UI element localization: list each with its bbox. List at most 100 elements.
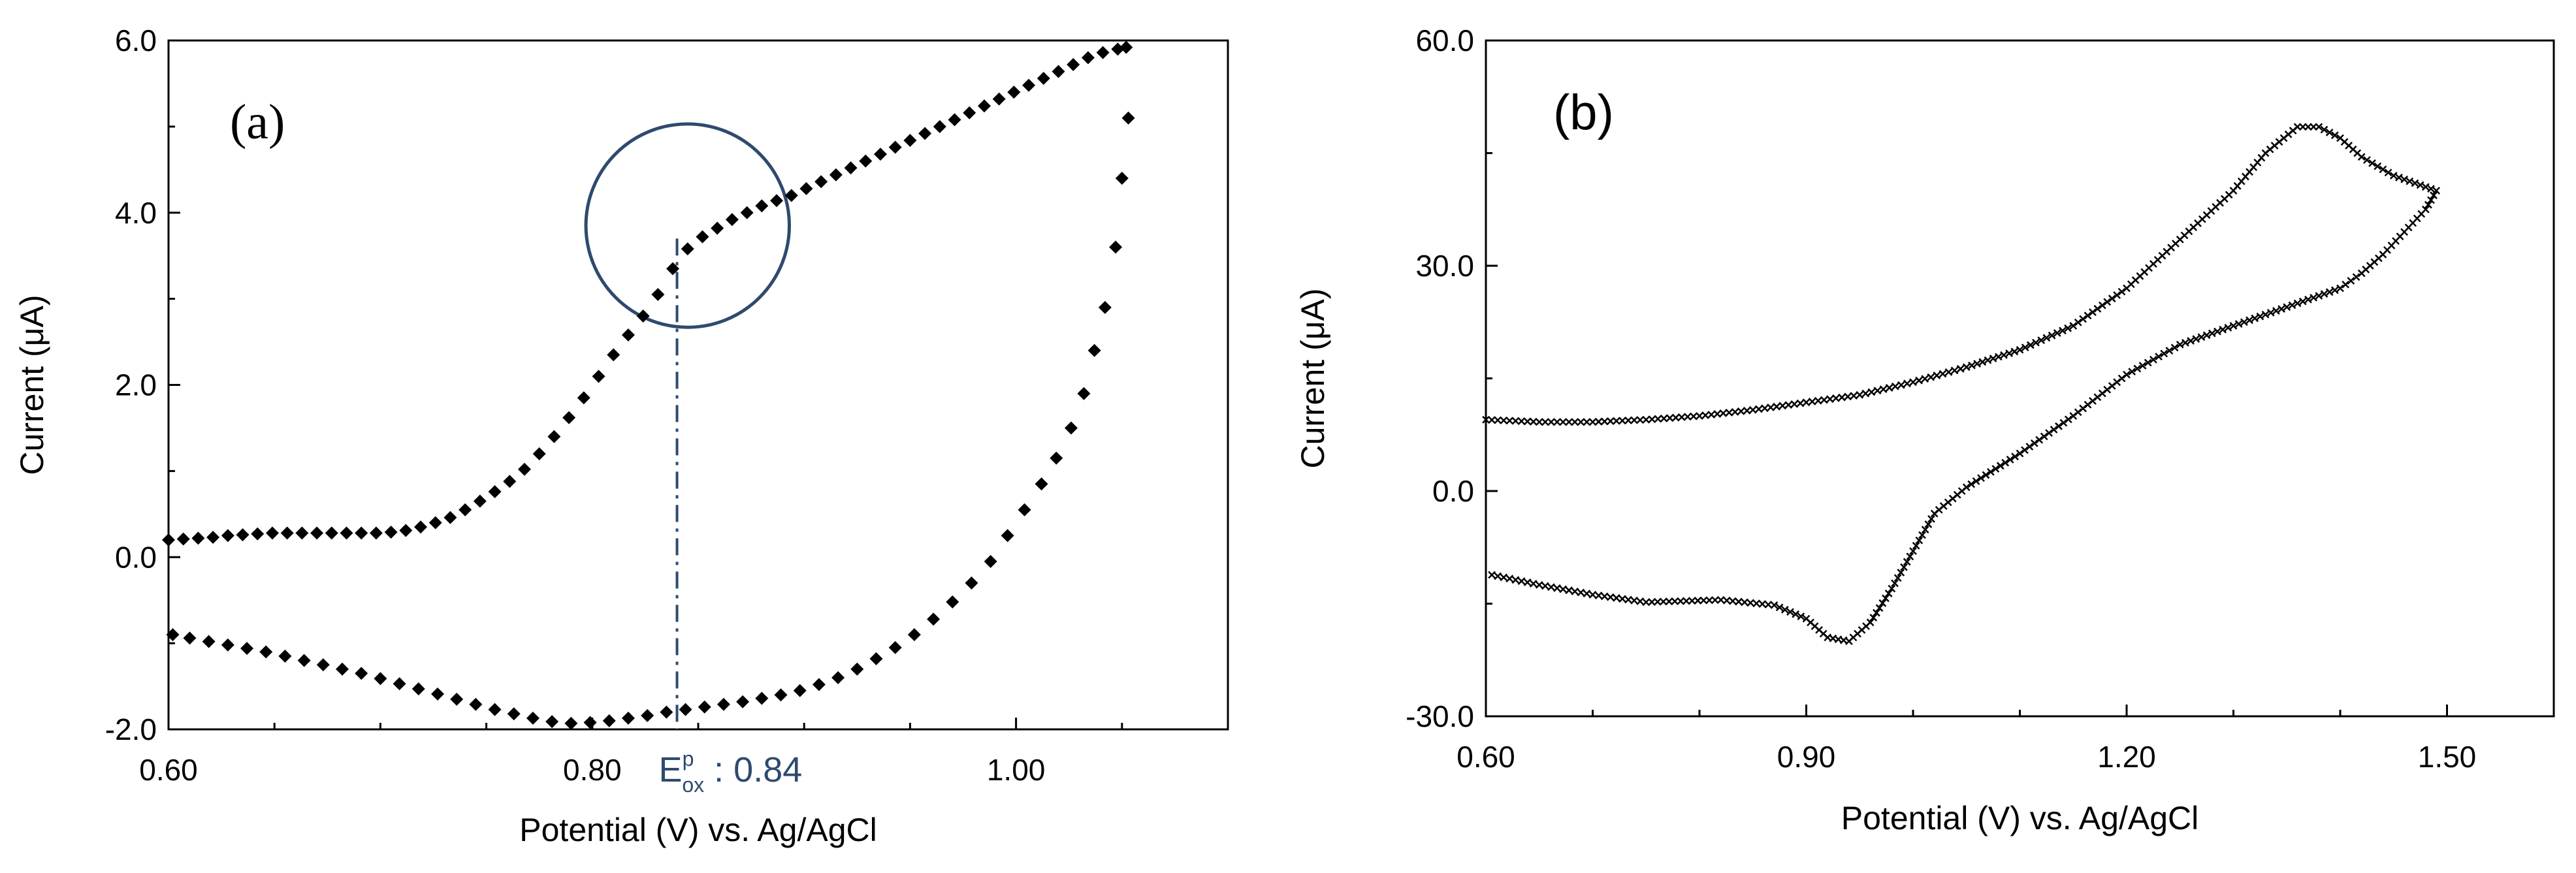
data-point-b xyxy=(1927,515,1935,523)
data-point-b xyxy=(1683,413,1692,421)
data-point-b xyxy=(2170,343,2179,352)
data-point-b xyxy=(1517,417,1526,425)
data-point-b xyxy=(1529,579,1538,588)
data-point-b xyxy=(1939,370,1947,378)
data-point-a-series-1 xyxy=(206,530,220,544)
data-point-a-series-2 xyxy=(1001,529,1014,543)
data-point-b xyxy=(1559,585,1567,594)
data-point-a-series-1 xyxy=(844,161,858,175)
peak-label-subscript: ox xyxy=(682,773,704,797)
data-point-a-series-2 xyxy=(660,705,673,719)
data-point-b xyxy=(1775,603,1784,612)
data-point-b xyxy=(1612,417,1620,425)
data-point-a-series-1 xyxy=(191,532,205,545)
data-point-a-series-2 xyxy=(927,612,941,626)
b-x-tick-label: 1.50 xyxy=(2418,740,2477,774)
data-point-b xyxy=(2400,175,2408,183)
a-x-tick-label: 1.00 xyxy=(987,753,1046,787)
data-point-b xyxy=(1618,417,1626,425)
data-point-b xyxy=(2042,334,2051,342)
data-point-a-series-2 xyxy=(166,627,180,641)
data-point-a-series-1 xyxy=(488,485,502,499)
data-point-b xyxy=(1918,531,1926,539)
data-point-b xyxy=(2079,315,2087,323)
data-point-a-series-2 xyxy=(469,697,483,711)
data-point-b xyxy=(1796,399,1805,407)
data-point-b xyxy=(1786,608,1794,616)
chart-panel-a: 0.60 0.80 1.00 -2.0 0.0 2.0 4.0 6.0 (a) Potenti… xyxy=(14,24,1229,848)
data-point-a-series-2 xyxy=(430,687,444,701)
data-point-b xyxy=(2144,358,2152,367)
data-point-b xyxy=(2001,458,2010,467)
data-point-a-series-2 xyxy=(812,678,826,691)
data-point-a-series-1 xyxy=(325,526,338,540)
peak-label-value: : 0.84 xyxy=(704,750,802,789)
data-point-b xyxy=(1897,568,1905,577)
data-point-b xyxy=(2430,191,2438,200)
data-point-b xyxy=(1915,536,1924,545)
data-point-b xyxy=(2421,183,2430,191)
data-point-b xyxy=(2059,326,2067,335)
data-point-b xyxy=(1767,404,1775,411)
data-point-b xyxy=(1488,416,1496,424)
data-point-b xyxy=(1909,547,1917,555)
data-point-a-series-1 xyxy=(221,529,234,543)
data-point-b xyxy=(2256,312,2264,321)
data-point-a-series-2 xyxy=(583,716,597,729)
data-point-a-series-2 xyxy=(946,595,959,609)
data-point-b xyxy=(1588,418,1597,426)
data-point-b xyxy=(1808,398,1816,405)
data-point-a-series-1 xyxy=(666,262,680,276)
data-point-b xyxy=(1978,358,1987,366)
data-point-b xyxy=(1600,592,1609,601)
data-point-b xyxy=(1879,385,1888,393)
peak-potential-label: Ep ox : 0.84 xyxy=(659,747,803,797)
data-point-b xyxy=(2352,273,2360,281)
data-point-a-series-2 xyxy=(793,684,807,697)
data-point-b xyxy=(1888,584,1896,593)
data-point-a-series-2 xyxy=(221,638,234,652)
data-point-b xyxy=(1705,596,1713,605)
panel-label-a: (a) xyxy=(230,95,285,150)
data-point-b xyxy=(1912,541,1920,550)
data-point-a-series-2 xyxy=(736,695,750,708)
data-point-b xyxy=(2040,432,2048,441)
data-point-a-series-1 xyxy=(873,148,887,161)
data-point-a-series-1 xyxy=(577,391,590,405)
data-point-b xyxy=(1488,571,1496,579)
data-point-b xyxy=(2357,153,2366,161)
data-point-a-series-1 xyxy=(681,242,694,256)
data-point-b xyxy=(2128,368,2136,376)
data-point-b xyxy=(2108,294,2116,303)
data-point-a-series-2 xyxy=(1121,111,1135,125)
data-point-b xyxy=(1541,418,1549,426)
data-point-b xyxy=(1648,415,1656,423)
data-point-a-series-2 xyxy=(1077,387,1091,400)
data-point-b xyxy=(1802,398,1811,407)
data-point-a-series-2 xyxy=(1018,503,1031,516)
data-point-b xyxy=(1699,596,1708,605)
a-y-tick-label: -2.0 xyxy=(105,712,157,746)
data-point-b xyxy=(2037,336,2046,344)
data-point-b xyxy=(2325,128,2334,136)
data-point-b xyxy=(1707,411,1716,419)
data-point-a-series-2 xyxy=(316,658,330,672)
data-point-a-series-1 xyxy=(251,527,265,541)
data-point-b xyxy=(1792,610,1800,618)
data-point-b xyxy=(2389,172,2398,180)
data-point-a-series-1 xyxy=(310,526,324,540)
data-point-b xyxy=(1535,418,1543,426)
data-point-b xyxy=(1701,411,1709,419)
data-point-b xyxy=(1731,407,1739,416)
data-point-b xyxy=(2048,331,2056,340)
data-point-a-series-2 xyxy=(411,682,425,696)
data-point-b xyxy=(1984,356,1992,364)
data-point-b xyxy=(2202,331,2211,340)
data-point-a-series-1 xyxy=(428,516,442,530)
data-point-a-series-1 xyxy=(340,526,353,540)
data-point-b xyxy=(1523,417,1532,426)
data-point-b xyxy=(2406,177,2414,185)
data-point-b xyxy=(1891,382,1899,390)
data-point-a-series-2 xyxy=(869,652,883,665)
data-point-b xyxy=(2304,295,2312,304)
